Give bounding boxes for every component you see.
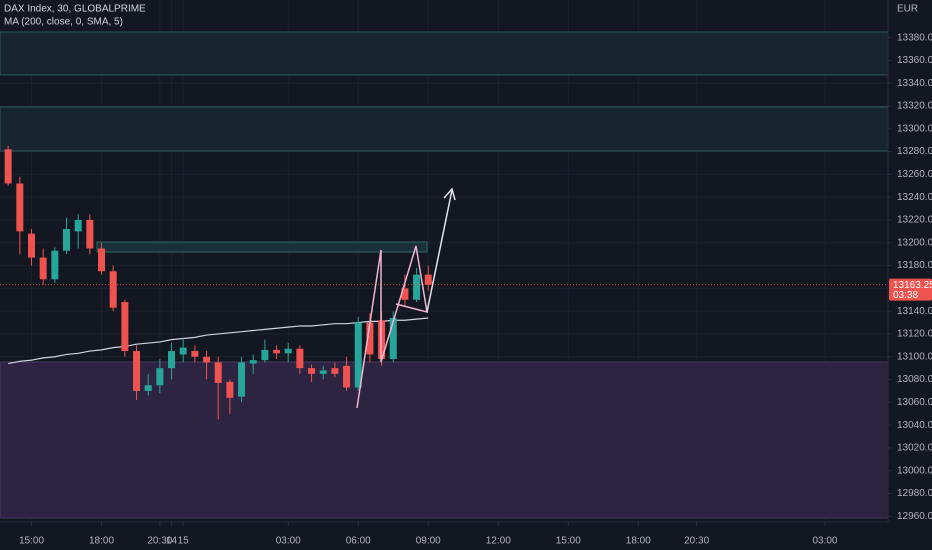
candle-body — [133, 351, 141, 391]
candle-body — [401, 288, 409, 300]
x-tick-label: 18:00 — [89, 536, 114, 547]
y-tick-label: 13380.00 — [897, 32, 932, 43]
candle-body — [74, 219, 82, 232]
y-tick-label: 13040.00 — [897, 420, 932, 431]
y-tick-label: 13240.00 — [897, 192, 932, 203]
y-tick-label: 13000.00 — [897, 465, 932, 476]
candle-body — [98, 248, 106, 272]
candle-body — [249, 360, 257, 364]
candle-body — [389, 317, 397, 360]
candle-body — [343, 365, 351, 388]
x-tick-label: 14 — [166, 536, 178, 547]
candle-body — [4, 149, 12, 184]
x-tick-label: 15 — [178, 536, 190, 547]
y-tick-label: 13220.00 — [897, 215, 932, 226]
candle-body — [238, 362, 246, 397]
x-tick-label: 12:00 — [486, 536, 511, 547]
axes: 12960.00 12980.00 13000.00 13020.00 13040.00… — [19, 32, 932, 547]
candle-body — [16, 183, 24, 232]
y-tick-label: 13100.00 — [897, 351, 932, 362]
price-axis — [888, 0, 932, 550]
plot — [0, 145, 888, 420]
candle-body — [63, 229, 71, 251]
x-tick-label: 03:00 — [276, 536, 301, 547]
x-tick-label: 09:00 — [416, 536, 441, 547]
candle-body — [191, 351, 199, 357]
candle-body — [366, 322, 374, 355]
candle-body — [109, 271, 117, 308]
zone — [0, 106, 889, 152]
candle-body — [86, 219, 94, 249]
y-tick-label: 13300.00 — [897, 123, 932, 134]
candle-body — [319, 370, 327, 374]
pattern-line — [356, 245, 428, 409]
y-tick-label: 13260.00 — [897, 169, 932, 180]
candle-body — [354, 322, 362, 388]
candle-body — [296, 348, 304, 369]
candle-body — [273, 349, 281, 354]
y-tick-label: 12980.00 — [897, 488, 932, 499]
y-tick-label: 13020.00 — [897, 443, 932, 454]
y-tick-label: 13280.00 — [897, 146, 932, 157]
y-tick-label: 12960.00 — [897, 511, 932, 522]
candle-body — [121, 302, 129, 352]
candle-body — [179, 347, 187, 355]
y-tick-label: 13120.00 — [897, 329, 932, 340]
y-tick-label: 13340.00 — [897, 78, 932, 89]
candle-body — [308, 368, 316, 374]
x-tick-label: 20:30 — [147, 536, 172, 547]
last-price-box — [889, 278, 932, 301]
last-price-label: 13163.25 — [893, 280, 932, 291]
indicator-label: MA (200, close, 0, SMA, 5) — [4, 17, 123, 28]
candle-body — [214, 362, 222, 383]
candle-body — [39, 257, 47, 280]
y-tick-label: 13060.00 — [897, 397, 932, 408]
zone — [96, 241, 428, 253]
x-tick-label: 15:00 — [19, 536, 44, 547]
x-tick-label: 20:30 — [684, 536, 709, 547]
candle-body — [28, 233, 36, 258]
x-tick-label: 18:00 — [626, 536, 651, 547]
candle-body — [144, 385, 152, 391]
x-tick-label: 06:00 — [346, 536, 371, 547]
arrow-head — [443, 187, 456, 201]
y-tick-label: 13180.00 — [897, 260, 932, 271]
y-tick-label: 13320.00 — [897, 101, 932, 112]
candle-body — [331, 368, 339, 374]
candle-body — [413, 274, 421, 300]
chart-title: DAX Index, 30, GLOBALPRIME — [4, 4, 146, 15]
y-tick-label: 13140.00 — [897, 306, 932, 317]
candle-body — [203, 356, 211, 363]
candle-body — [226, 381, 234, 398]
y-tick-label: 13200.00 — [897, 237, 932, 248]
candle-body — [424, 274, 432, 285]
arrow — [426, 189, 453, 313]
x-tick-label: 15:00 — [556, 536, 581, 547]
currency: EUR — [897, 4, 918, 15]
x-tick-label: 03:00 — [812, 536, 837, 547]
zone — [0, 31, 889, 76]
candle-body — [156, 368, 164, 386]
candle-body — [168, 351, 176, 369]
y-tick-label: 13080.00 — [897, 374, 932, 385]
candle-body — [284, 348, 292, 354]
countdown-label: 03:38 — [893, 290, 918, 301]
y-tick-label: 13360.00 — [897, 55, 932, 66]
candle-body — [261, 349, 269, 361]
candle-body — [51, 250, 59, 280]
